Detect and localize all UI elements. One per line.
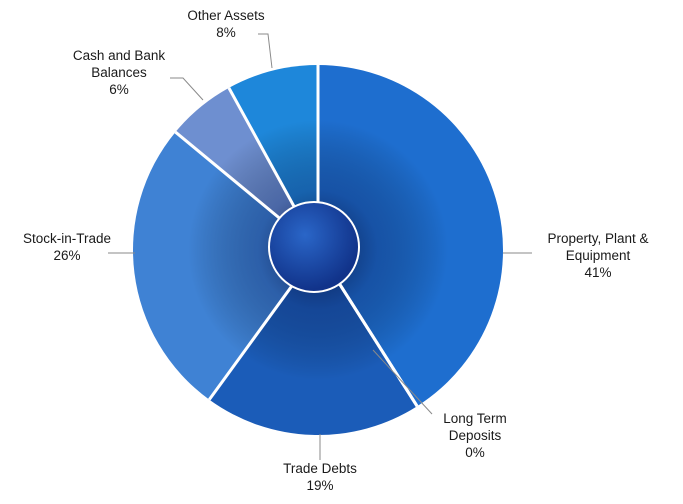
value-label: 0% (465, 445, 485, 460)
leader-long-term-deposits (372, 349, 433, 415)
slice-labels: Property, Plant & Equipment 41% Long Term De… (23, 8, 649, 493)
category-label: Trade Debts (283, 461, 357, 476)
label-property-plant-equipment: Property, Plant & Equipment 41% (547, 231, 648, 280)
label-trade-debts: Trade Debts 19% (283, 461, 357, 493)
label-long-term-deposits: Long Term Deposits 0% (443, 411, 507, 460)
value-label: 26% (53, 248, 80, 263)
category-label: Stock-in-Trade (23, 231, 111, 246)
category-label: Equipment (566, 248, 631, 263)
value-label: 6% (109, 82, 129, 97)
label-leader-lines (108, 33, 532, 460)
category-label: Long Term (443, 411, 507, 426)
category-label: Balances (91, 65, 147, 80)
category-label: Cash and Bank (73, 48, 166, 63)
value-label: 41% (584, 265, 611, 280)
label-other-assets: Other Assets 8% (187, 8, 265, 40)
center-hub (268, 201, 360, 293)
category-label: Other Assets (187, 8, 265, 23)
value-label: 19% (306, 478, 333, 493)
leader-cash-and-bank-balances (170, 77, 204, 101)
value-label: 8% (216, 25, 236, 40)
label-stock-in-trade: Stock-in-Trade 26% (23, 231, 111, 263)
category-label: Property, Plant & (547, 231, 648, 246)
category-label: Deposits (449, 428, 502, 443)
leader-other-assets (258, 33, 273, 69)
label-cash-and-bank-balances: Cash and Bank Balances 6% (73, 48, 166, 97)
